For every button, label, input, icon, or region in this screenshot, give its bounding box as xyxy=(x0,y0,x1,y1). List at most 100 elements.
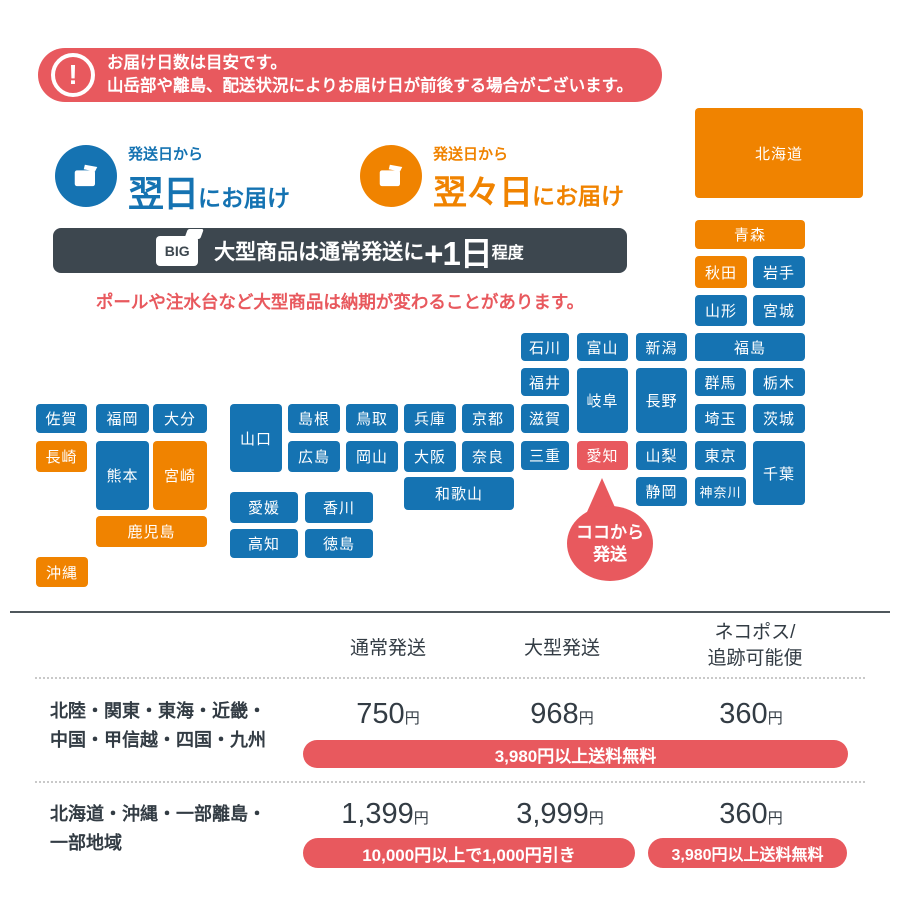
big-banner-plus-one-day: +1日 xyxy=(424,234,493,272)
prefecture-kagawa: 香川 xyxy=(305,492,373,523)
prefecture-yamaguchi: 山口 xyxy=(230,404,282,472)
prefecture-shiga: 滋賀 xyxy=(521,404,569,433)
prefecture-toyama: 富山 xyxy=(577,333,628,361)
notice-banner: ! お届け日数は目安です。 山岳部や離島、配送状況によりお届け日が前後する場合が… xyxy=(38,48,662,102)
prefecture-tokyo: 東京 xyxy=(695,441,746,470)
prefecture-okayama: 岡山 xyxy=(346,441,398,472)
region-label-line: 一部地域 xyxy=(50,833,122,853)
region-label-line: 中国・甲信越・四国・九州 xyxy=(50,730,266,750)
fee-large: 968円 xyxy=(530,698,593,731)
region-label-line: 北海道・沖縄・一部離島・ xyxy=(50,804,266,824)
big-icon-label: BIG xyxy=(164,242,190,259)
prefecture-kyoto: 京都 xyxy=(462,404,514,433)
ships-from-bubble: ココから 発送 xyxy=(567,506,653,581)
fee-normal: 750円 xyxy=(356,698,419,731)
fee-unit: 円 xyxy=(404,710,420,727)
prefecture-nagasaki: 長崎 xyxy=(36,441,87,472)
prefecture-shizuoka: 静岡 xyxy=(636,477,687,506)
big-item-banner: BIG 大型商品は通常発送に +1日 程度 xyxy=(53,228,627,273)
header-line: ネコポス/ xyxy=(714,622,796,643)
parcel-icon xyxy=(55,145,117,207)
free-shipping-pill: 3,980円以上送料無料 xyxy=(303,740,848,768)
prefecture-hiroshima: 広島 xyxy=(288,441,340,472)
notice-line-1: お届け日数は目安です。 xyxy=(107,54,287,72)
prefecture-yamagata: 山形 xyxy=(695,295,747,326)
fee-large: 3,999円 xyxy=(516,798,604,831)
fee-nekopos: 360円 xyxy=(719,698,782,731)
row-divider xyxy=(35,677,865,679)
fee-amount: 968 xyxy=(530,698,579,730)
prefecture-yamanashi: 山梨 xyxy=(636,441,687,470)
notice-line-2: 山岳部や離島、配送状況によりお届け日が前後する場合がございます。 xyxy=(107,77,634,95)
prefecture-ibaraki: 茨城 xyxy=(753,404,805,433)
header-line: 追跡可能便 xyxy=(707,648,803,669)
parcel-icon xyxy=(360,145,422,207)
japan-map: 北海道 青森 秋田 岩手 山形 宮城 石川 富山 新潟 福島 福井 岐阜 長野 群馬 栃木 滋賀 埼玉 茨城 三重愛… xyxy=(36,108,863,587)
prefecture-gifu: 岐阜 xyxy=(577,368,628,433)
fee-amount: 750 xyxy=(356,698,405,730)
prefecture-tokushima: 徳島 xyxy=(305,529,373,558)
row-divider xyxy=(35,781,865,783)
fee-nekopos: 360円 xyxy=(719,798,782,831)
delivery-two-days: 発送日から 翌々日にお届け xyxy=(360,143,624,214)
big-box-icon: BIG xyxy=(156,228,204,266)
prefecture-aichi: 愛知 xyxy=(577,441,628,470)
discount-pill: 10,000円以上で1,000円引き xyxy=(303,838,635,868)
prefecture-miyagi: 宮城 xyxy=(753,295,805,326)
prefecture-chiba: 千葉 xyxy=(753,441,805,505)
prefecture-okinawa: 沖縄 xyxy=(36,557,88,587)
prefecture-nara: 奈良 xyxy=(462,441,514,472)
region-label-main-islands: 北陸・関東・東海・近畿・ 中国・甲信越・四国・九州 xyxy=(50,697,266,755)
prefecture-aomori: 青森 xyxy=(695,220,805,249)
parcel-box-glyph xyxy=(74,164,98,187)
prefecture-oita: 大分 xyxy=(153,404,207,433)
prefecture-mie: 三重 xyxy=(521,441,569,470)
column-header-nekopos: ネコポス/ 追跡可能便 xyxy=(707,620,802,672)
fee-unit: 円 xyxy=(767,810,783,827)
column-header-large-shipping: 大型発送 xyxy=(523,638,601,659)
large-item-note: ポールや注水台など大型商品は納期が変わることがあります。 xyxy=(95,292,585,312)
delivery-next-day: 発送日から 翌日にお届け xyxy=(55,143,290,217)
prefecture-nagano: 長野 xyxy=(636,368,687,433)
fee-unit: 円 xyxy=(413,810,429,827)
warning-icon: ! xyxy=(51,53,95,97)
delivery-main: 翌日にお届け xyxy=(128,165,290,217)
delivery-suffix: にお届け xyxy=(198,185,291,211)
prefecture-ishikawa: 石川 xyxy=(521,333,569,361)
prefecture-hyogo: 兵庫 xyxy=(404,404,456,433)
table-top-divider xyxy=(10,611,890,613)
prefecture-fukuoka: 福岡 xyxy=(96,404,149,433)
fee-amount: 360 xyxy=(719,798,768,830)
prefecture-saga: 佐賀 xyxy=(36,404,87,433)
big-banner-suffix: 程度 xyxy=(491,244,524,262)
prefecture-tottori: 鳥取 xyxy=(346,404,398,433)
prefecture-gunma: 群馬 xyxy=(695,368,746,396)
fee-unit: 円 xyxy=(767,710,783,727)
delivery-prefix: 発送日から xyxy=(433,146,509,163)
prefecture-saitama: 埼玉 xyxy=(695,404,746,433)
free-shipping-pill: 3,980円以上送料無料 xyxy=(648,838,847,868)
delivery-prefix: 発送日から xyxy=(128,146,204,163)
prefecture-tochigi: 栃木 xyxy=(753,368,805,396)
region-label-line: 北陸・関東・東海・近畿・ xyxy=(50,701,266,721)
bubble-line-1: ココから xyxy=(576,522,644,542)
notice-text: お届け日数は目安です。 山岳部や離島、配送状況によりお届け日が前後する場合がござ… xyxy=(107,52,633,98)
prefecture-kumamoto: 熊本 xyxy=(96,441,149,510)
prefecture-akita: 秋田 xyxy=(695,256,747,288)
delivery-big-text: 翌日 xyxy=(128,173,199,214)
fee-normal: 1,399円 xyxy=(341,798,429,831)
prefecture-kagoshima: 鹿児島 xyxy=(96,516,207,547)
prefecture-osaka: 大阪 xyxy=(404,441,456,472)
prefecture-kanagawa: 神奈川 xyxy=(695,477,746,506)
delivery-big-text: 翌々日 xyxy=(433,174,533,212)
bubble-line-2: 発送 xyxy=(593,544,627,564)
prefecture-fukui: 福井 xyxy=(521,368,569,396)
big-banner-text: 大型商品は通常発送に xyxy=(214,240,425,264)
fee-unit: 円 xyxy=(578,710,594,727)
fee-amount: 3,999 xyxy=(516,798,589,830)
column-header-normal-shipping: 通常発送 xyxy=(349,638,427,659)
prefecture-shimane: 島根 xyxy=(288,404,340,433)
delivery-main: 翌々日にお届け xyxy=(433,165,624,214)
prefecture-fukushima: 福島 xyxy=(695,333,805,361)
